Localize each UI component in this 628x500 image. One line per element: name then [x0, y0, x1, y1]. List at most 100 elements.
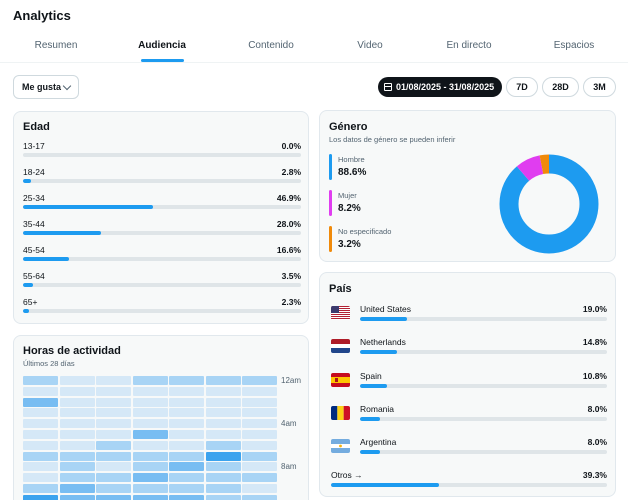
heatmap-cell — [132, 462, 168, 472]
country-name: Argentina — [360, 437, 397, 448]
heatmap-cell — [23, 408, 58, 418]
age-bar-fill — [23, 179, 31, 183]
page-title: Analytics — [13, 8, 71, 23]
heatmap-cell — [59, 440, 95, 450]
gender-donut-chart — [499, 154, 599, 254]
tab-en-directo[interactable]: En directo — [446, 40, 492, 51]
country-bar-track — [360, 317, 607, 321]
donut-slice-hombre — [499, 154, 599, 254]
tab-espacios[interactable]: Espacios — [553, 40, 595, 51]
heatmap-cell — [169, 462, 204, 472]
tab-contenido[interactable]: Contenido — [248, 40, 294, 51]
heatmap-cell — [205, 451, 241, 461]
tab-resumen[interactable]: Resumen — [34, 40, 78, 51]
metric-dropdown-label: Me gusta — [22, 82, 62, 92]
heatmap-cell — [205, 494, 241, 500]
age-value: 2.8% — [281, 167, 301, 177]
period-28d-button[interactable]: 28D — [542, 77, 579, 97]
others-row[interactable]: Otros → 39.3% — [331, 470, 607, 494]
metric-dropdown[interactable]: Me gusta — [13, 75, 79, 99]
age-label: 18-24 — [23, 167, 45, 177]
gender-legend-item: Mujer 8.2% — [329, 190, 409, 218]
romania-flag-icon — [331, 405, 350, 420]
heatmap-cell — [96, 484, 131, 493]
heatmap-cell — [96, 408, 131, 418]
country-row[interactable]: Spain 10.8% — [331, 371, 607, 395]
heatmap-cell — [96, 386, 131, 396]
others-bar-track — [331, 483, 607, 487]
country-row[interactable]: United States 19.0% — [331, 304, 607, 328]
heatmap-cell — [169, 473, 204, 483]
heatmap-cell — [132, 430, 168, 439]
country-card-title: País — [329, 283, 352, 295]
country-row[interactable]: Netherlands 14.8% — [331, 337, 607, 361]
heatmap-cell — [59, 494, 95, 500]
age-card: Edad 13-17 0.0% 18-24 2.8% 25-34 46.9% 35-44 28… — [13, 111, 309, 324]
heatmap-cell — [169, 386, 204, 396]
heatmap-cell — [96, 462, 131, 472]
heatmap-cell — [132, 451, 168, 461]
gender-label: Mujer — [338, 191, 357, 200]
heatmap-cell — [59, 397, 95, 407]
heatmap-cell — [132, 386, 168, 396]
date-range-button[interactable]: 01/08/2025 - 31/08/2025 — [378, 77, 502, 97]
heatmap-cell — [132, 440, 168, 450]
age-label: 13-17 — [23, 141, 45, 151]
heatmap-cell — [132, 397, 168, 407]
heatmap-cell — [242, 397, 277, 407]
heatmap-cell — [132, 419, 168, 429]
argentina-flag-icon — [331, 439, 350, 454]
period-3m-button[interactable]: 3M — [583, 77, 616, 97]
heatmap-cell — [242, 408, 277, 418]
chevron-down-icon — [62, 81, 72, 91]
age-label: 65+ — [23, 297, 38, 307]
others-link[interactable]: Otros → — [331, 470, 363, 480]
age-bar-track — [23, 257, 301, 261]
heatmap-cell — [169, 376, 204, 385]
others-bar-fill — [331, 483, 440, 487]
heatmap-cell — [242, 484, 277, 493]
age-bar-track — [23, 283, 301, 287]
heatmap-cell — [96, 419, 131, 429]
heatmap-cell — [205, 462, 241, 472]
gender-card-title: Género — [329, 121, 368, 133]
country-bar-fill — [360, 383, 387, 388]
heatmap-cell — [169, 440, 204, 450]
age-bar-fill — [23, 257, 70, 261]
country-value: 10.8% — [582, 370, 607, 381]
heatmap-cell — [96, 473, 131, 483]
activity-card: Horas de actividad Últimos 28 días 12am … — [13, 335, 309, 500]
tab-audiencia[interactable]: Audiencia — [138, 40, 186, 51]
gender-card-subtitle: Los datos de género se pueden inferir — [329, 135, 456, 144]
gender-label: Hombre — [338, 155, 365, 164]
heatmap-cell — [242, 419, 277, 429]
heatmap-cell — [23, 440, 58, 450]
calendar-icon — [384, 83, 392, 91]
heatmap-cell — [96, 430, 131, 439]
heatmap-cell — [169, 397, 204, 407]
gender-card: Género Los datos de género se pueden inf… — [319, 110, 616, 262]
heatmap-cell — [96, 376, 131, 385]
heatmap-cell — [96, 494, 131, 500]
date-range-label: 01/08/2025 - 31/08/2025 — [396, 82, 495, 92]
heatmap-cell — [59, 451, 95, 461]
gender-color-swatch — [329, 190, 332, 216]
age-bar-track — [23, 179, 301, 183]
heatmap-cell — [205, 376, 241, 385]
country-value: 8.0% — [587, 403, 607, 414]
us-flag-icon — [331, 306, 350, 320]
period-7d-button[interactable]: 7D — [506, 77, 538, 97]
country-row[interactable]: Argentina 8.0% — [331, 437, 607, 461]
heatmap-cell — [205, 408, 241, 418]
heatmap-cell — [59, 386, 95, 396]
heatmap-cell — [59, 376, 95, 385]
age-bar-fill — [23, 231, 101, 235]
country-row[interactable]: Romania 8.0% — [331, 404, 607, 428]
heatmap-cell — [205, 430, 241, 439]
tab-video[interactable]: Video — [357, 40, 383, 51]
netherlands-flag-icon — [331, 339, 350, 354]
heatmap-cell — [205, 386, 241, 396]
age-value: 16.6% — [276, 245, 301, 255]
heatmap-cell — [205, 419, 241, 429]
country-name: Romania — [360, 403, 395, 414]
